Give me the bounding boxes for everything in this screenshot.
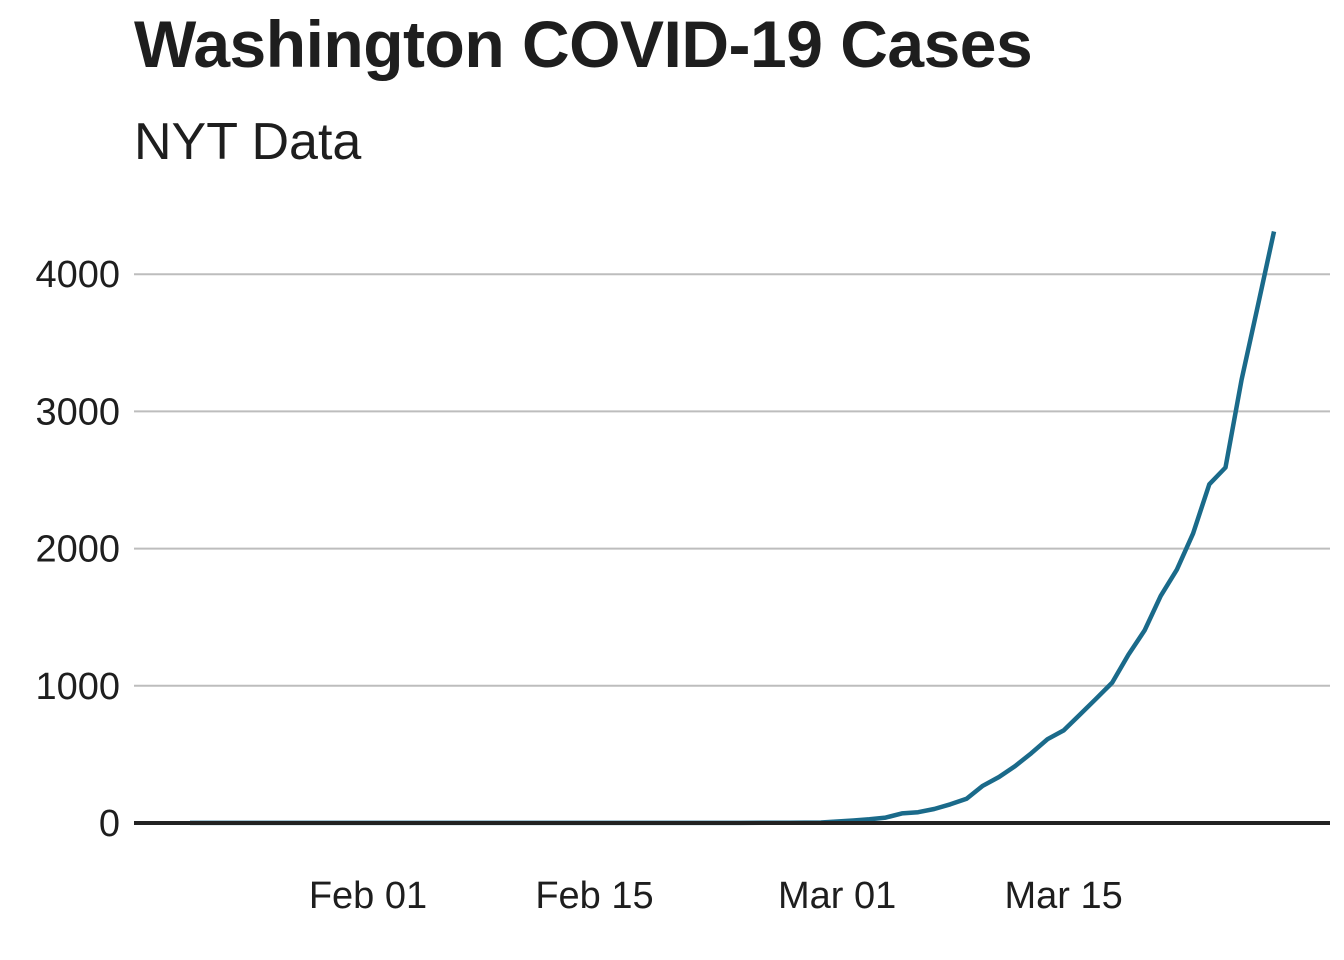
y-axis-ticks: 0 1000 2000 3000 4000 (35, 254, 120, 845)
y-tick-label: 1000 (35, 666, 120, 708)
chart-subtitle: NYT Data (134, 113, 362, 171)
y-tick-label: 3000 (35, 391, 120, 433)
x-tick-label: Feb 01 (309, 875, 427, 917)
x-tick-label: Feb 15 (535, 875, 653, 917)
x-axis-ticks: Feb 01 Feb 15 Mar 01 Mar 15 (309, 875, 1123, 917)
x-tick-label: Mar 01 (778, 875, 896, 917)
series-layer (190, 231, 1277, 826)
y-tick-label: 4000 (35, 254, 120, 296)
y-tick-label: 0 (99, 803, 120, 845)
x-tick-label: Mar 15 (1005, 875, 1123, 917)
gridlines (134, 273, 1330, 687)
chart-title: Washington COVID-19 Cases (134, 7, 1033, 81)
y-tick-label: 2000 (35, 529, 120, 571)
series-line-0 (190, 231, 1277, 826)
